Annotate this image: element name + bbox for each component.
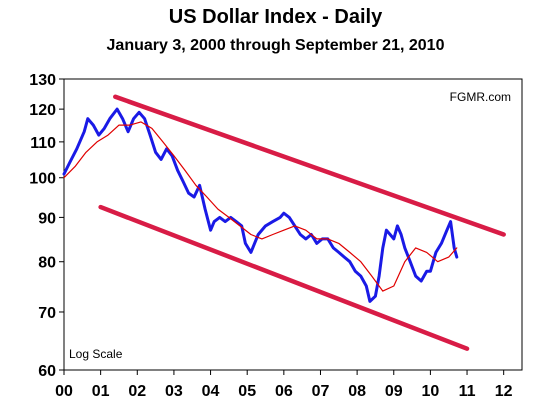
x-tick-label: 04 [202, 383, 220, 400]
x-tick-label: 02 [128, 383, 146, 400]
y-tick-label: 100 [29, 171, 56, 188]
x-tick-label: 12 [495, 383, 513, 400]
chart-subtitle: January 3, 2000 through September 21, 20… [106, 37, 445, 54]
x-tick-label: 09 [385, 383, 403, 400]
y-tick-label: 80 [38, 255, 56, 272]
source-label: FGMR.com [450, 90, 511, 104]
x-tick-label: 03 [165, 383, 183, 400]
x-tick-label: 08 [348, 383, 366, 400]
y-tick-label: 110 [30, 135, 56, 152]
price-series-line [62, 107, 459, 303]
y-tick-label: 90 [38, 210, 56, 227]
series-layer [62, 94, 506, 351]
y-tick-label: 130 [29, 72, 56, 89]
y-tick-label: 60 [38, 363, 56, 380]
x-tick-label: 07 [312, 383, 330, 400]
y-axis: 60 70 80 90 100 110 120 130 [29, 72, 64, 380]
y-tick-label: 70 [38, 305, 56, 322]
log-scale-note: Log Scale [69, 347, 123, 361]
x-tick-label: 00 [55, 383, 73, 400]
x-tick-label: 01 [92, 383, 110, 400]
x-tick-label: 10 [422, 383, 440, 400]
moving-average-line [63, 121, 458, 292]
upper-channel-line [113, 94, 506, 237]
x-tick-label: 05 [238, 383, 256, 400]
x-axis: 00 01 02 03 04 05 06 07 08 09 10 11 12 [55, 370, 513, 400]
lower-channel-line [98, 204, 470, 351]
x-tick-label: 11 [459, 383, 476, 400]
y-tick-label: 120 [29, 102, 56, 119]
chart-title: US Dollar Index - Daily [168, 6, 383, 28]
x-tick-label: 06 [275, 383, 293, 400]
